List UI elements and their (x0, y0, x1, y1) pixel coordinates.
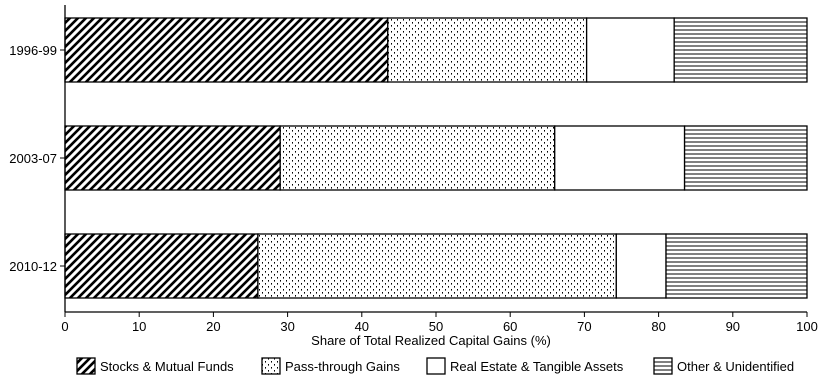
x-tick-label-10: 10 (132, 319, 146, 334)
x-tick-label-100: 100 (796, 319, 818, 334)
legend-swatch-stocks-and-mutual-funds (76, 357, 96, 375)
x-tick-label-60: 60 (503, 319, 517, 334)
bar-1996-99-other-and-unidentified (673, 17, 808, 83)
bar-2010-12-other-and-unidentified (665, 233, 808, 299)
bar-2010-12-real-estate-and-tangible-assets (615, 233, 667, 299)
bar-1996-99-stocks-and-mutual-funds (64, 17, 389, 83)
legend-swatch-pass-through-gains (261, 357, 281, 375)
legend: Stocks & Mutual Funds Pass-through Gains R… (76, 357, 794, 375)
bar-2003-07-stocks-and-mutual-funds (64, 125, 281, 191)
x-tick-label-40: 40 (355, 319, 369, 334)
bar-2010-12-stocks-and-mutual-funds (64, 233, 259, 299)
legend-label-real-estate-and-tangible-assets: Real Estate & Tangible Assets (450, 359, 624, 374)
x-tick-label-0: 0 (61, 319, 68, 334)
x-axis-label: Share of Total Realized Capital Gains (%… (311, 333, 551, 348)
y-tick-label-1996-99: 1996-99 (9, 43, 57, 58)
x-tick-label-80: 80 (651, 319, 665, 334)
legend-swatch-real-estate-and-tangible-assets (426, 357, 446, 375)
legend-label-stocks-and-mutual-funds: Stocks & Mutual Funds (100, 359, 234, 374)
bar-1996-99-real-estate-and-tangible-assets (585, 17, 675, 83)
bar-2010-12-pass-through-gains (257, 233, 617, 299)
bar-2003-07-other-and-unidentified (683, 125, 808, 191)
y-tick-label-2003-07: 2003-07 (9, 151, 57, 166)
x-tick-label-70: 70 (577, 319, 591, 334)
legend-label-pass-through-gains: Pass-through Gains (285, 359, 400, 374)
legend-swatch-other-and-unidentified (653, 357, 673, 375)
legend-label-other-and-unidentified: Other & Unidentified (677, 359, 794, 374)
axes-group: 1996-99 2003-07 2010-12 0 10 20 30 40 50 60 70 80 90… (9, 5, 818, 348)
bar-1996-99-pass-through-gains (387, 17, 588, 83)
bar-2003-07-real-estate-and-tangible-assets (554, 125, 686, 191)
x-tick-label-20: 20 (206, 319, 220, 334)
x-tick-label-30: 30 (280, 319, 294, 334)
bar-2003-07-pass-through-gains (279, 125, 556, 191)
x-tick-label-50: 50 (429, 319, 443, 334)
y-tick-label-2010-12: 2010-12 (9, 259, 57, 274)
bars-group (64, 17, 808, 299)
x-tick-label-90: 90 (726, 319, 740, 334)
